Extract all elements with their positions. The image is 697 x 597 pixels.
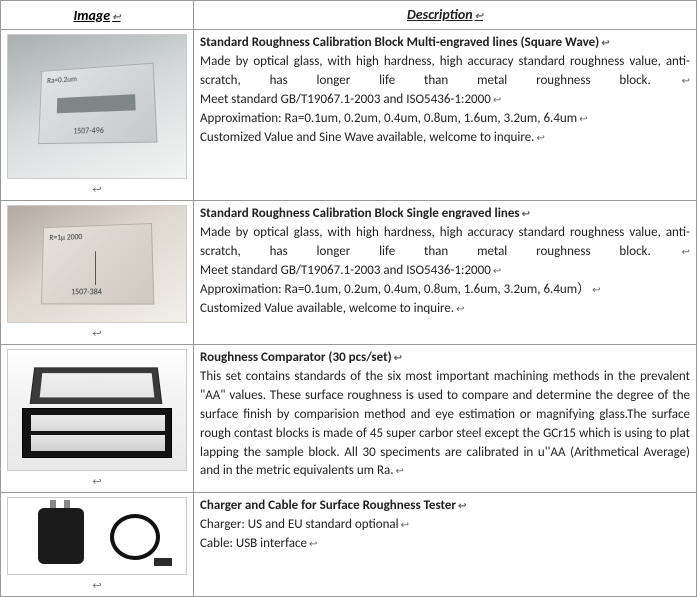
desc-line: Meet standard GB/T19067.1-2003 and ISO54…: [200, 91, 690, 110]
product-image-cell: ↩: [1, 345, 194, 493]
table-row: ↩ Roughness Comparator (30 pcs/set)↩ Thi…: [1, 345, 697, 493]
product-image-cell: Ra=0.2um1507-496 ↩: [1, 30, 194, 201]
product-table: Image↩ Description↩ Ra=0.2um1507-496 ↩ S…: [0, 0, 697, 597]
charger-cable-image: [7, 497, 187, 575]
product-image-cell: R=1μ 20001507-384 ↩: [1, 201, 194, 345]
product-desc-cell: Charger and Cable for Surface Roughness …: [194, 493, 697, 597]
glass-block-single-image: R=1μ 20001507-384: [7, 205, 187, 323]
desc-line: Cable: USB interface↩: [200, 535, 690, 554]
header-row: Image↩ Description↩: [1, 1, 697, 30]
product-title: Standard Roughness Calibration Block Sin…: [200, 205, 690, 224]
roughness-comparator-image: [7, 349, 187, 471]
product-title: Charger and Cable for Surface Roughness …: [200, 497, 690, 516]
glass-block-multi-image: Ra=0.2um1507-496: [7, 34, 187, 179]
table-row: R=1μ 20001507-384 ↩ Standard Roughness C…: [1, 201, 697, 345]
desc-line: Meet standard GB/T19067.1-2003 and ISO54…: [200, 262, 690, 281]
header-description: Description↩: [194, 1, 697, 30]
desc-line: Charger: US and EU standard optional↩: [200, 516, 690, 535]
desc-line: Made by optical glass, with high hardnes…: [200, 53, 690, 91]
product-desc-cell: Standard Roughness Calibration Block Sin…: [194, 201, 697, 345]
table-row: Ra=0.2um1507-496 ↩ Standard Roughness Ca…: [1, 30, 697, 201]
header-image: Image↩: [1, 1, 194, 30]
desc-line: Made by optical glass, with high hardnes…: [200, 224, 690, 262]
desc-line: Approximation: Ra=0.1um, 0.2um, 0.4um, 0…: [200, 281, 690, 300]
product-title: Standard Roughness Calibration Block Mul…: [200, 34, 690, 53]
desc-line: Customized Value and Sine Wave available…: [200, 129, 690, 148]
product-desc-cell: Roughness Comparator (30 pcs/set)↩ This …: [194, 345, 697, 493]
product-image-cell: ↩: [1, 493, 194, 597]
desc-line: Approximation: Ra=0.1um, 0.2um, 0.4um, 0…: [200, 110, 690, 129]
table-row: ↩ Charger and Cable for Surface Roughnes…: [1, 493, 697, 597]
product-title: Roughness Comparator (30 pcs/set)↩: [200, 349, 690, 368]
desc-line: Customized Value available, welcome to i…: [200, 300, 690, 319]
product-desc-cell: Standard Roughness Calibration Block Mul…: [194, 30, 697, 201]
desc-line: This set contains standards of the six m…: [200, 368, 690, 481]
